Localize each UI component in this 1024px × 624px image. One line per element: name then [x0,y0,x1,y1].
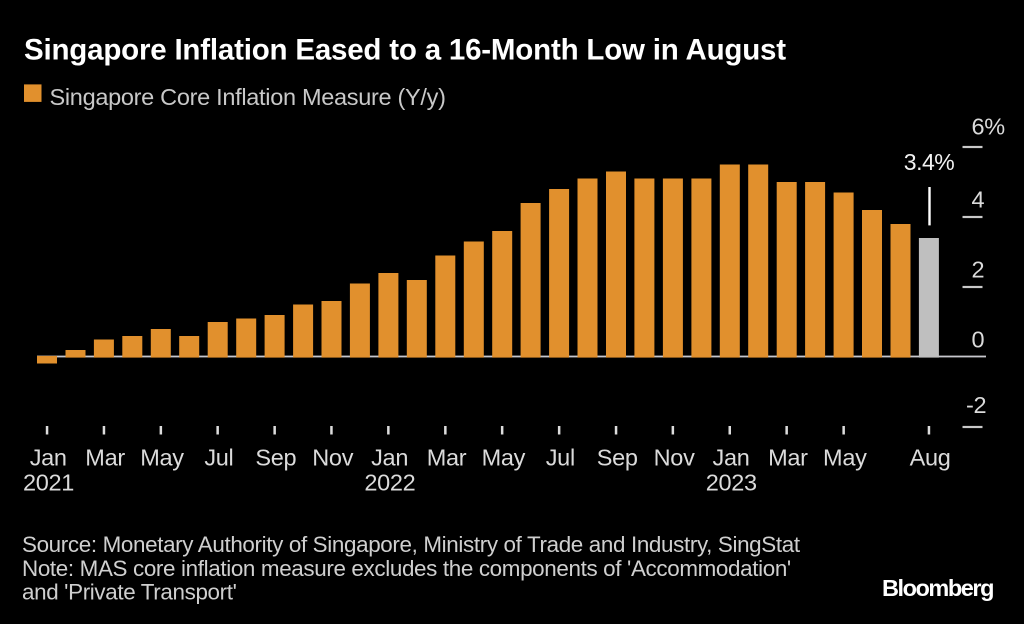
svg-text:Aug: Aug [910,445,951,471]
svg-text:2023: 2023 [706,470,757,496]
svg-text:2: 2 [972,257,985,283]
svg-text:Mar: Mar [427,445,467,471]
svg-text:Jan: Jan [30,445,67,471]
svg-text:Jan: Jan [713,445,750,471]
svg-text:May: May [482,445,526,471]
svg-text:May: May [823,445,867,471]
svg-text:Jul: Jul [204,445,233,471]
svg-text:0: 0 [972,327,985,353]
svg-text:Source: Monetary Authority of: Source: Monetary Authority of Singapore,… [22,532,801,557]
svg-text:Note: MAS core inflation measu: Note: MAS core inflation measure exclude… [22,556,791,581]
svg-text:2021: 2021 [23,470,74,496]
svg-text:6%: 6% [972,114,1006,140]
svg-text:Mar: Mar [768,445,808,471]
svg-text:2022: 2022 [364,470,415,496]
svg-text:Sep: Sep [597,445,638,471]
svg-text:3.4%: 3.4% [904,149,954,175]
svg-text:Jan: Jan [371,445,408,471]
svg-text:Jul: Jul [546,445,575,471]
svg-text:4: 4 [972,187,985,213]
svg-text:Singapore Inflation Eased to a: Singapore Inflation Eased to a 16-Month … [24,34,786,67]
svg-text:May: May [140,445,184,471]
svg-text:Sep: Sep [255,445,296,471]
svg-text:Nov: Nov [654,445,695,471]
svg-text:and 'Private Transport': and 'Private Transport' [22,580,237,605]
svg-text:Singapore Core Inflation Measu: Singapore Core Inflation Measure (Y/y) [50,84,446,110]
svg-text:Bloomberg: Bloomberg [882,575,993,601]
svg-text:Mar: Mar [85,445,125,471]
svg-text:-2: -2 [966,392,986,418]
svg-text:Nov: Nov [312,445,353,471]
